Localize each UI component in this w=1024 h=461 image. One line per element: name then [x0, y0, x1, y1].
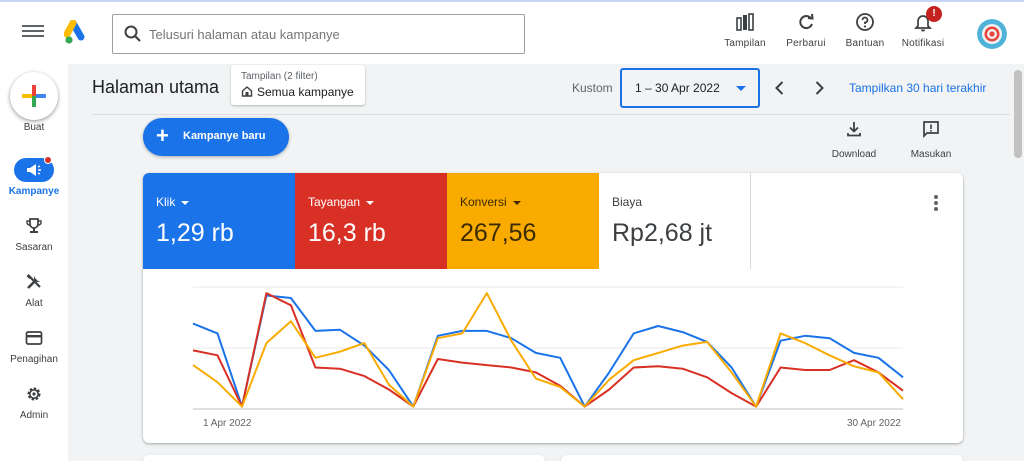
metric-name-text: Biaya — [612, 195, 643, 209]
new-campaign-button[interactable]: + Kampanye baru — [143, 118, 289, 156]
metric-clicks[interactable]: Klik 1,29 rb — [143, 173, 295, 269]
metric-name: Biaya — [612, 195, 642, 209]
date-range-select[interactable]: 1 – 30 Apr 2022 — [620, 68, 760, 108]
metric-name: Klik — [156, 195, 190, 209]
campaigns-notification-dot — [44, 156, 52, 164]
google-ads-logo[interactable] — [64, 20, 90, 46]
side-navigation: Buat Kampanye Sasaran — [0, 64, 68, 461]
notifications-button[interactable]: ! Notifikasi — [893, 6, 953, 49]
metric-name-text: Klik — [156, 195, 176, 209]
feedback-button[interactable]: Masukan — [903, 120, 959, 160]
view-label: Tampilan — [724, 38, 766, 49]
chevron-left-icon[interactable] — [770, 78, 790, 98]
nav-item-label: Alat — [25, 298, 43, 309]
nav-item-campaigns[interactable]: Kampanye — [0, 156, 68, 212]
filter-value: Semua kampanye — [257, 85, 354, 99]
bell-icon — [913, 15, 933, 32]
download-icon — [847, 122, 861, 137]
notifications-label: Notifikasi — [901, 38, 945, 49]
credit-card-icon — [25, 331, 43, 345]
metric-name-text: Konversi — [460, 195, 507, 209]
search-box[interactable] — [112, 14, 525, 54]
page-scrollbar[interactable] — [1014, 70, 1022, 158]
date-range-type-label: Kustom — [572, 81, 613, 95]
download-label: Download — [831, 149, 877, 160]
caret-down-icon — [366, 200, 375, 205]
create-button[interactable] — [10, 72, 58, 120]
bottom-card-left — [143, 455, 545, 461]
refresh-label: Perbarui — [786, 38, 826, 49]
metric-impressions[interactable]: Tayangan 16,3 rb — [295, 173, 447, 269]
x-axis-start-label: 1 Apr 2022 — [203, 418, 252, 429]
home-icon — [241, 86, 253, 97]
refresh-button[interactable]: Perbarui — [776, 10, 836, 49]
bottom-card-right — [561, 455, 963, 461]
series-line-tayangan — [192, 292, 904, 408]
header-divider — [92, 114, 1010, 115]
megaphone-icon — [27, 164, 41, 176]
caret-down-icon — [181, 200, 190, 205]
nav-item-label: Admin — [19, 410, 49, 421]
notification-badge: ! — [926, 6, 942, 22]
help-button[interactable]: Bantuan — [835, 10, 895, 49]
x-axis-end-label: 30 Apr 2022 — [847, 418, 901, 429]
page-title: Halaman utama — [92, 77, 220, 97]
view-filter-selector[interactable]: Tampilan (2 filter) Semua kampanye — [231, 65, 365, 105]
download-button[interactable]: Download — [825, 120, 883, 160]
search-input[interactable] — [149, 23, 509, 45]
tools-icon — [26, 274, 41, 289]
account-avatar[interactable] — [977, 19, 1007, 49]
feedback-icon — [923, 121, 939, 139]
trophy-icon — [26, 218, 42, 233]
refresh-icon — [799, 13, 814, 30]
caret-down-icon — [512, 200, 521, 205]
metric-value: 16,3 rb — [308, 219, 386, 247]
plus-icon: + — [156, 123, 169, 148]
new-campaign-label: Kampanye baru — [183, 130, 266, 142]
chevron-right-icon[interactable] — [809, 78, 829, 98]
series-line-konversi — [192, 292, 904, 408]
nav-item-tools[interactable]: Alat — [0, 270, 68, 324]
metric-name: Tayangan — [308, 195, 375, 209]
more-options-icon[interactable] — [928, 193, 944, 215]
top-app-bar: Tampilan Perbarui Bantuan ! N — [0, 0, 1024, 64]
caret-down-icon — [736, 86, 746, 91]
menu-icon[interactable] — [22, 22, 44, 44]
date-range-value: 1 – 30 Apr 2022 — [635, 81, 720, 95]
nav-item-goals[interactable]: Sasaran — [0, 214, 68, 268]
nav-item-label: Penagihan — [10, 354, 58, 365]
filter-label: Tampilan (2 filter) — [241, 71, 318, 82]
metric-cost[interactable]: Biaya Rp2,68 jt — [599, 173, 751, 269]
help-icon — [856, 13, 874, 31]
nav-item-billing[interactable]: Penagihan — [0, 326, 68, 380]
search-icon — [124, 25, 141, 42]
view-button[interactable]: Tampilan — [715, 10, 775, 49]
performance-line-chart — [192, 286, 904, 410]
nav-item-label: Sasaran — [15, 242, 53, 253]
gear-icon — [27, 387, 41, 401]
nav-item-label: Kampanye — [8, 186, 60, 197]
metric-value: 267,56 — [460, 219, 537, 247]
bar-chart-icon — [736, 13, 754, 31]
nav-item-admin[interactable]: Admin — [0, 382, 68, 436]
metric-conversions[interactable]: Konversi 267,56 — [447, 173, 599, 269]
feedback-label: Masukan — [910, 149, 952, 160]
plus-icon — [22, 85, 46, 107]
metric-value: 1,29 rb — [156, 219, 234, 247]
show-last-30-days-link[interactable]: Tampilkan 30 hari terakhir — [849, 81, 987, 95]
create-label: Buat — [23, 122, 45, 133]
series-line-klik — [192, 294, 904, 408]
performance-card: Klik 1,29 rb Tayangan 16,3 rb Konversi 2… — [143, 173, 963, 443]
metric-name-text: Tayangan — [308, 195, 361, 209]
help-label: Bantuan — [845, 38, 885, 49]
metric-name: Konversi — [460, 195, 521, 209]
metric-value: Rp2,68 jt — [612, 219, 713, 247]
